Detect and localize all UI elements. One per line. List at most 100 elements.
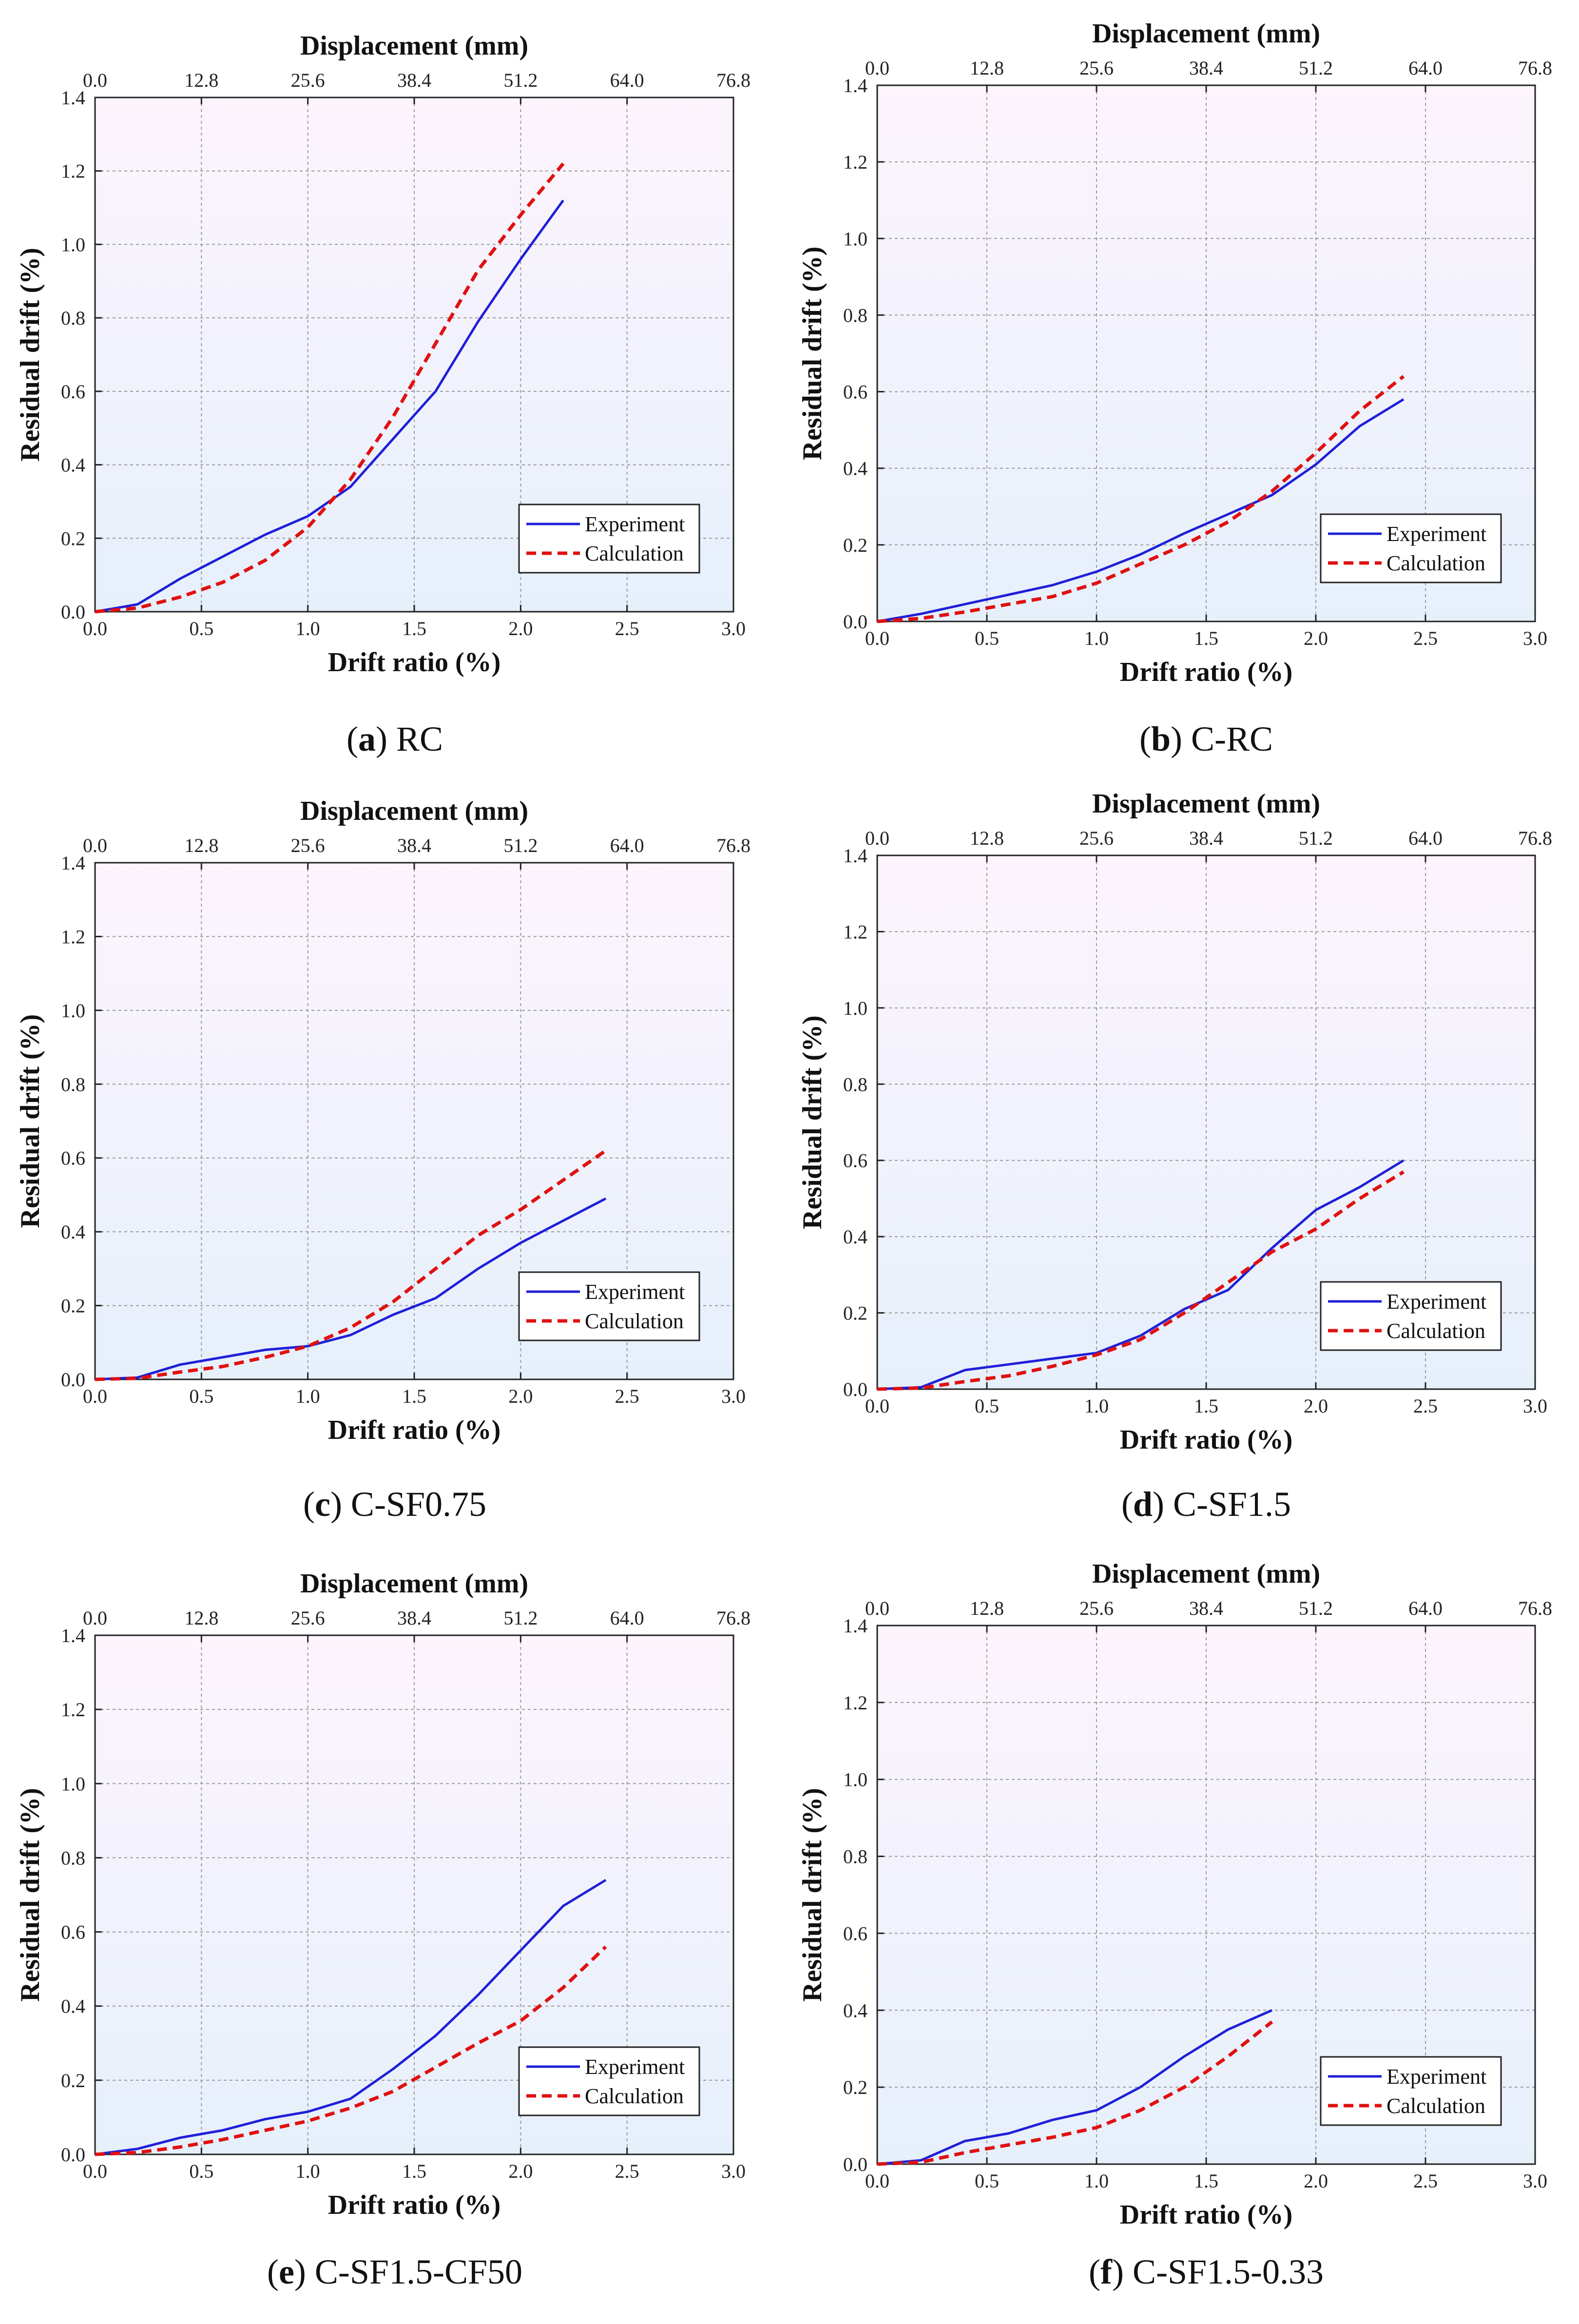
legend-box xyxy=(518,2046,700,2116)
x2-tick-label: 25.6 xyxy=(1079,827,1114,849)
series-line-calculation xyxy=(95,162,565,614)
caption-letter: c xyxy=(315,1485,330,1524)
legend: Experiment Calculation xyxy=(1320,2056,1502,2126)
y-tick-label: 1.2 xyxy=(61,1699,85,1721)
x-tick-label: 3.0 xyxy=(721,618,746,639)
y-tick-label: 1.4 xyxy=(843,845,867,867)
x-tick-label: 0.0 xyxy=(83,1385,107,1407)
y-tick-label: 0.0 xyxy=(61,1369,85,1391)
series-line-experiment xyxy=(877,2009,1273,2166)
x2-tick-label: 0.0 xyxy=(83,834,107,856)
legend-label: Experiment xyxy=(585,512,685,536)
x2-tick-label: 64.0 xyxy=(1408,1597,1443,1619)
x-tick-label: 2.5 xyxy=(615,618,639,639)
y-axis-title: Residual drift (%) xyxy=(15,248,45,462)
caption-letter: e xyxy=(279,2252,294,2291)
y-tick-label: 0.0 xyxy=(843,611,867,633)
x-tick-label: 0.5 xyxy=(189,618,213,639)
caption-letter: a xyxy=(358,719,376,758)
y-tick-label: 0.0 xyxy=(843,1378,867,1400)
x-axis-title: Drift ratio (%) xyxy=(328,2190,501,2220)
series-line-calculation xyxy=(877,2020,1273,2166)
series-line-calculation xyxy=(95,1945,607,2156)
y-tick-label: 1.0 xyxy=(61,233,85,255)
legend-label: Calculation xyxy=(585,2084,684,2108)
y-tick-label: 1.4 xyxy=(843,1615,867,1637)
x-axis-title: Drift ratio (%) xyxy=(328,647,501,678)
y-tick-label: 0.0 xyxy=(61,601,85,623)
y-tick-label: 1.4 xyxy=(843,75,867,97)
x2-tick-label: 38.4 xyxy=(397,69,431,91)
y-tick-label: 0.2 xyxy=(843,2076,867,2098)
x2-tick-label: 0.0 xyxy=(83,1607,107,1629)
x-tick-label: 0.0 xyxy=(865,2170,889,2192)
x-tick-label: 3.0 xyxy=(721,1385,746,1407)
y-tick-label: 1.0 xyxy=(843,228,867,250)
legend-box xyxy=(1320,513,1502,583)
series-line-calculation xyxy=(877,375,1405,623)
series-line-experiment xyxy=(95,1197,607,1381)
x-tick-label: 1.5 xyxy=(402,1385,426,1407)
x-tick-label: 2.0 xyxy=(508,2160,533,2182)
x-axis-title: Drift ratio (%) xyxy=(1120,657,1293,687)
x-tick-label: 0.5 xyxy=(975,627,999,649)
legend-label: Experiment xyxy=(585,1280,685,1304)
x2-tick-label: 76.8 xyxy=(1518,1597,1552,1619)
x2-tick-label: 38.4 xyxy=(397,834,431,856)
y-tick-label: 0.4 xyxy=(61,454,85,476)
y-tick-label: 0.6 xyxy=(843,1922,867,1944)
y-tick-label: 1.4 xyxy=(61,1625,85,1646)
series-line-experiment xyxy=(95,1879,607,2156)
legend-box xyxy=(1320,1281,1502,1351)
x-tick-label: 2.0 xyxy=(508,1385,533,1407)
panel-c: 0.00.00.512.81.025.61.538.42.051.22.564.… xyxy=(15,796,751,1524)
x-tick-label: 1.5 xyxy=(402,618,426,639)
x2-tick-label: 51.2 xyxy=(1299,827,1333,849)
y-tick-label: 0.8 xyxy=(61,1073,85,1095)
x2-tick-label: 64.0 xyxy=(610,1607,644,1629)
x2-tick-label: 51.2 xyxy=(1299,57,1333,79)
x2-tick-label: 64.0 xyxy=(610,834,644,856)
x2-tick-label: 25.6 xyxy=(1079,1597,1114,1619)
y-tick-label: 1.2 xyxy=(61,926,85,948)
y-tick-label: 0.4 xyxy=(843,458,867,480)
y-axis-title: Residual drift (%) xyxy=(797,247,828,461)
x-tick-label: 0.0 xyxy=(865,1395,889,1417)
panel-caption: (b) C-RC xyxy=(1139,719,1273,758)
y-tick-label: 0.2 xyxy=(61,2070,85,2092)
x2-tick-label: 38.4 xyxy=(397,1607,431,1629)
x-tick-label: 2.5 xyxy=(1413,627,1438,649)
y-tick-label: 0.6 xyxy=(61,1147,85,1169)
x2-tick-label: 12.8 xyxy=(184,69,218,91)
panel-caption: (e) C-SF1.5-CF50 xyxy=(267,2252,522,2291)
x-tick-label: 2.0 xyxy=(508,618,533,639)
caption-text: C-SF1.5-CF50 xyxy=(315,2252,522,2291)
y-tick-label: 0.4 xyxy=(61,1995,85,2017)
x2-tick-label: 12.8 xyxy=(970,1597,1004,1619)
x2-tick-label: 38.4 xyxy=(1189,1597,1223,1619)
legend-label: Calculation xyxy=(1386,2094,1485,2118)
legend: Experiment Calculation xyxy=(518,504,700,574)
legend-label: Experiment xyxy=(1386,1290,1486,1314)
y-tick-label: 0.6 xyxy=(61,381,85,403)
y-tick-label: 0.4 xyxy=(843,1999,867,2021)
x2-tick-label: 0.0 xyxy=(865,827,889,849)
y-tick-label: 0.2 xyxy=(843,1302,867,1324)
y-tick-label: 0.6 xyxy=(61,1921,85,1943)
x2-tick-label: 51.2 xyxy=(503,69,538,91)
x-tick-label: 0.0 xyxy=(83,2160,107,2182)
y-tick-label: 0.8 xyxy=(843,304,867,326)
x-tick-label: 0.5 xyxy=(189,1385,213,1407)
x2-axis-title: Displacement (mm) xyxy=(1092,789,1320,819)
x2-tick-label: 25.6 xyxy=(1079,57,1114,79)
x2-tick-label: 12.8 xyxy=(970,827,1004,849)
x-tick-label: 0.0 xyxy=(865,627,889,649)
series-line-calculation xyxy=(95,1149,607,1381)
panel-f: 0.00.00.512.81.025.61.538.42.051.22.564.… xyxy=(797,1559,1552,2291)
y-tick-label: 1.2 xyxy=(843,1692,867,1714)
caption-text: C-RC xyxy=(1191,719,1273,758)
x-tick-label: 3.0 xyxy=(1523,627,1547,649)
x-tick-label: 2.0 xyxy=(1304,2170,1328,2192)
legend-label: Calculation xyxy=(585,1309,684,1333)
x2-tick-label: 76.8 xyxy=(1518,57,1552,79)
